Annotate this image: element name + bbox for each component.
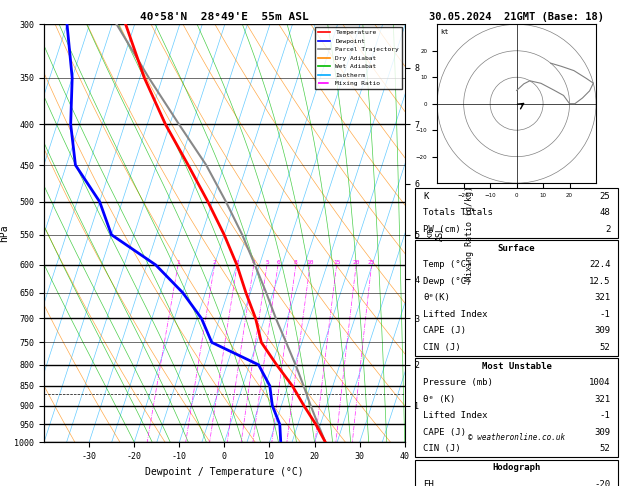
Text: 20: 20 [352, 260, 360, 265]
Text: 48: 48 [599, 208, 610, 217]
Text: CIN (J): CIN (J) [423, 445, 460, 453]
Text: -1: -1 [599, 310, 610, 319]
Text: kt: kt [440, 29, 449, 35]
Text: 30.05.2024  21GMT (Base: 18): 30.05.2024 21GMT (Base: 18) [429, 12, 604, 22]
Text: Lifted Index: Lifted Index [423, 412, 487, 420]
Text: 2: 2 [213, 260, 216, 265]
Text: 25: 25 [599, 192, 610, 201]
Text: -20: -20 [594, 480, 610, 486]
Text: Mixing Ratio (g/kg): Mixing Ratio (g/kg) [465, 186, 474, 281]
Text: θᵉ (K): θᵉ (K) [423, 395, 455, 404]
Text: 1: 1 [176, 260, 180, 265]
Text: 52: 52 [599, 445, 610, 453]
Text: 321: 321 [594, 395, 610, 404]
Text: 15: 15 [333, 260, 340, 265]
Text: CIN (J): CIN (J) [423, 343, 460, 352]
Text: CAPE (J): CAPE (J) [423, 327, 466, 335]
X-axis label: Dewpoint / Temperature (°C): Dewpoint / Temperature (°C) [145, 467, 304, 477]
Text: 12.5: 12.5 [589, 277, 610, 286]
Title: 40°58'N  28°49'E  55m ASL: 40°58'N 28°49'E 55m ASL [140, 12, 309, 22]
Text: CAPE (J): CAPE (J) [423, 428, 466, 437]
Text: EH: EH [423, 480, 433, 486]
Text: 321: 321 [594, 294, 610, 302]
Text: Hodograph: Hodograph [493, 464, 541, 472]
Text: 52: 52 [599, 343, 610, 352]
Text: -1: -1 [599, 412, 610, 420]
Text: 309: 309 [594, 327, 610, 335]
Text: 4: 4 [252, 260, 255, 265]
Text: © weatheronline.co.uk: © weatheronline.co.uk [468, 433, 565, 442]
Text: 10: 10 [306, 260, 314, 265]
Text: 25: 25 [368, 260, 376, 265]
Text: Most Unstable: Most Unstable [482, 362, 552, 371]
Text: 8: 8 [294, 260, 298, 265]
Text: 6: 6 [276, 260, 280, 265]
Text: Lifted Index: Lifted Index [423, 310, 487, 319]
Y-axis label: km
ASL: km ASL [425, 226, 445, 241]
Text: θᵉ(K): θᵉ(K) [423, 294, 450, 302]
Text: Totals Totals: Totals Totals [423, 208, 493, 217]
Text: Temp (°C): Temp (°C) [423, 260, 471, 269]
Text: PW (cm): PW (cm) [423, 225, 460, 234]
Text: Dewp (°C): Dewp (°C) [423, 277, 471, 286]
Text: 309: 309 [594, 428, 610, 437]
Legend: Temperature, Dewpoint, Parcel Trajectory, Dry Adiabat, Wet Adiabat, Isotherm, Mi: Temperature, Dewpoint, Parcel Trajectory… [315, 27, 402, 89]
Y-axis label: hPa: hPa [0, 225, 9, 242]
Text: 22.4: 22.4 [589, 260, 610, 269]
Text: Surface: Surface [498, 244, 535, 253]
Text: Pressure (mb): Pressure (mb) [423, 379, 493, 387]
Text: 3: 3 [235, 260, 239, 265]
Text: 1004: 1004 [589, 379, 610, 387]
Text: K: K [423, 192, 428, 201]
Text: 2: 2 [605, 225, 610, 234]
Text: 5: 5 [265, 260, 269, 265]
